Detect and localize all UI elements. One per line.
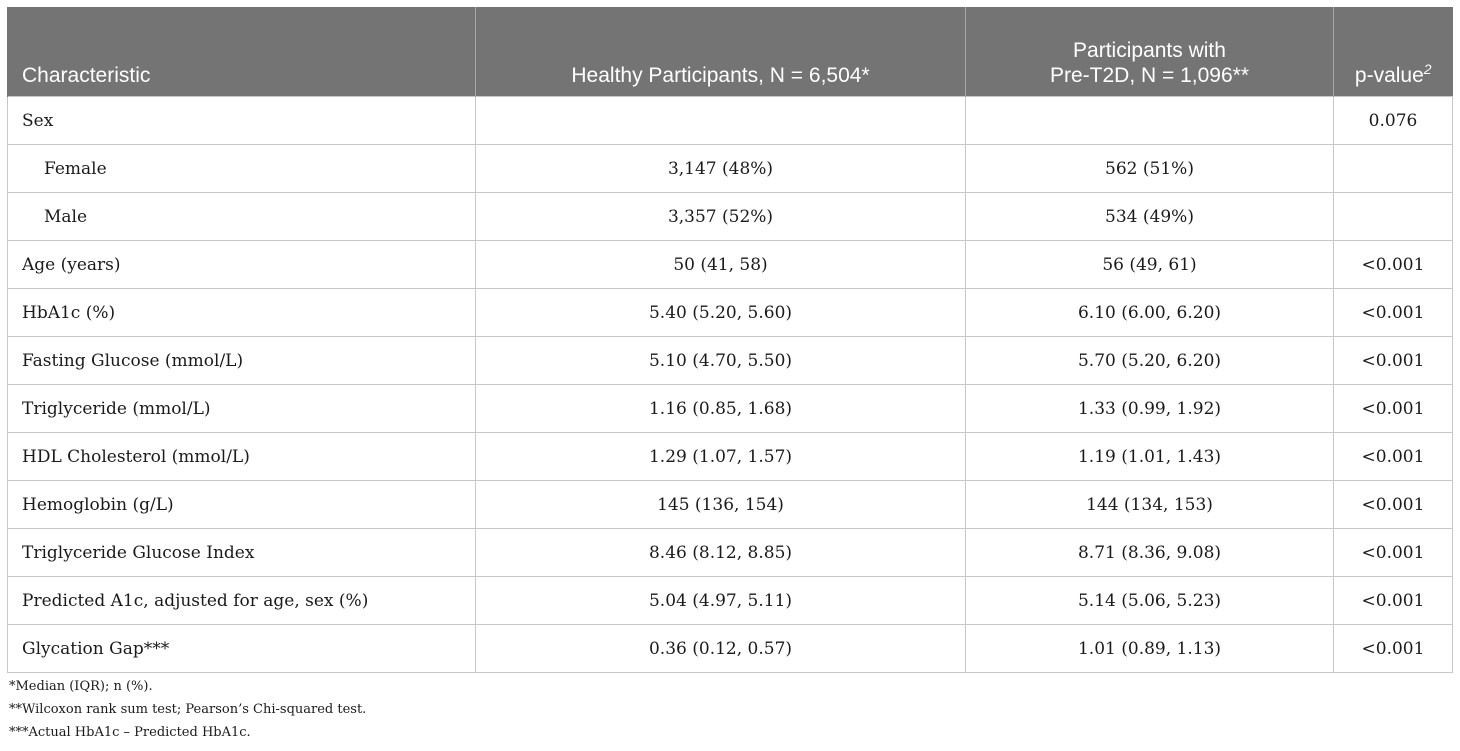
row-label: Predicted A1c, adjusted for age, sex (%) [7, 576, 476, 625]
pre-t2d-value: 6.10 (6.00, 6.20) [965, 288, 1334, 337]
healthy-value: 5.40 (5.20, 5.60) [475, 288, 966, 337]
healthy-value: 1.29 (1.07, 1.57) [475, 432, 966, 481]
pre-t2d-value: 534 (49%) [965, 192, 1334, 241]
footnote-median: *Median (IQR); n (%). [9, 679, 153, 694]
footnote-glycation-gap: ***Actual HbA1c – Predicted HbA1c. [9, 725, 251, 740]
healthy-value: 145 (136, 154) [475, 480, 966, 529]
table-row: Hemoglobin (g/L) 145 (136, 154) 144 (134… [7, 480, 1453, 529]
row-label: Triglyceride (mmol/L) [7, 384, 476, 433]
healthy-value: 3,357 (52%) [475, 192, 966, 241]
row-label: Sex [7, 96, 476, 145]
table-row: Age (years) 50 (41, 58) 56 (49, 61) <0.0… [7, 240, 1453, 289]
p-value: <0.001 [1333, 384, 1453, 433]
p-value [1333, 144, 1453, 193]
table-row: HbA1c (%) 5.40 (5.20, 5.60) 6.10 (6.00, … [7, 288, 1453, 337]
p-value: <0.001 [1333, 480, 1453, 529]
table-row: Sex 0.076 [7, 96, 1453, 145]
pre-t2d-value: 1.33 (0.99, 1.92) [965, 384, 1334, 433]
header-pre-line1: Participants with [1073, 39, 1226, 62]
pre-t2d-value: 5.14 (5.06, 5.23) [965, 576, 1334, 625]
pre-t2d-value: 562 (51%) [965, 144, 1334, 193]
row-label: Female [7, 144, 476, 193]
healthy-value: 1.16 (0.85, 1.68) [475, 384, 966, 433]
header-pre-t2d-participants: Participants with Pre-T2D, N = 1,096** [965, 7, 1334, 97]
pre-t2d-value: 5.70 (5.20, 6.20) [965, 336, 1334, 385]
p-value: <0.001 [1333, 288, 1453, 337]
pre-t2d-value: 1.01 (0.89, 1.13) [965, 624, 1334, 673]
header-p-value-label: p-value [1354, 64, 1424, 87]
table-row: Triglyceride Glucose Index 8.46 (8.12, 8… [7, 528, 1453, 577]
header-p-value: p-value2 [1333, 7, 1453, 97]
p-value: <0.001 [1333, 336, 1453, 385]
healthy-value: 50 (41, 58) [475, 240, 966, 289]
row-label: Age (years) [7, 240, 476, 289]
table-row: Male 3,357 (52%) 534 (49%) [7, 192, 1453, 241]
row-label: Hemoglobin (g/L) [7, 480, 476, 529]
header-pre-line2: Pre-T2D, N = 1,096** [1049, 64, 1249, 87]
table-row: Predicted A1c, adjusted for age, sex (%)… [7, 576, 1453, 625]
table-footnotes: *Median (IQR); n (%). **Wilcoxon rank su… [9, 675, 366, 744]
healthy-value: 0.36 (0.12, 0.57) [475, 624, 966, 673]
pre-t2d-value: 144 (134, 153) [965, 480, 1334, 529]
p-value [1333, 192, 1453, 241]
header-healthy-participants: Healthy Participants, N = 6,504* [475, 7, 966, 97]
table-row: Triglyceride (mmol/L) 1.16 (0.85, 1.68) … [7, 384, 1453, 433]
healthy-value: 5.04 (4.97, 5.11) [475, 576, 966, 625]
p-value: 0.076 [1333, 96, 1453, 145]
header-row: Characteristic Healthy Participants, N =… [7, 7, 1453, 97]
row-label: HDL Cholesterol (mmol/L) [7, 432, 476, 481]
pre-t2d-value: 8.71 (8.36, 9.08) [965, 528, 1334, 577]
healthy-value [475, 96, 966, 145]
table-row: Fasting Glucose (mmol/L) 5.10 (4.70, 5.5… [7, 336, 1453, 385]
p-value: <0.001 [1333, 624, 1453, 673]
healthy-value: 3,147 (48%) [475, 144, 966, 193]
row-label: Glycation Gap*** [7, 624, 476, 673]
pre-t2d-value: 56 (49, 61) [965, 240, 1334, 289]
p-value: <0.001 [1333, 240, 1453, 289]
table-row: Female 3,147 (48%) 562 (51%) [7, 144, 1453, 193]
healthy-value: 5.10 (4.70, 5.50) [475, 336, 966, 385]
pre-t2d-value [965, 96, 1334, 145]
header-p-value-superscript: 2 [1423, 61, 1432, 77]
header-characteristic: Characteristic [7, 7, 476, 97]
pre-t2d-value: 1.19 (1.01, 1.43) [965, 432, 1334, 481]
p-value: <0.001 [1333, 528, 1453, 577]
row-label: Fasting Glucose (mmol/L) [7, 336, 476, 385]
table-row: Glycation Gap*** 0.36 (0.12, 0.57) 1.01 … [7, 624, 1453, 673]
row-label: Triglyceride Glucose Index [7, 528, 476, 577]
row-label: HbA1c (%) [7, 288, 476, 337]
row-label: Male [7, 192, 476, 241]
characteristics-table: Characteristic Healthy Participants, N =… [7, 7, 1453, 673]
healthy-value: 8.46 (8.12, 8.85) [475, 528, 966, 577]
p-value: <0.001 [1333, 432, 1453, 481]
footnote-tests: **Wilcoxon rank sum test; Pearson’s Chi-… [9, 702, 367, 717]
table-row: HDL Cholesterol (mmol/L) 1.29 (1.07, 1.5… [7, 432, 1453, 481]
p-value: <0.001 [1333, 576, 1453, 625]
